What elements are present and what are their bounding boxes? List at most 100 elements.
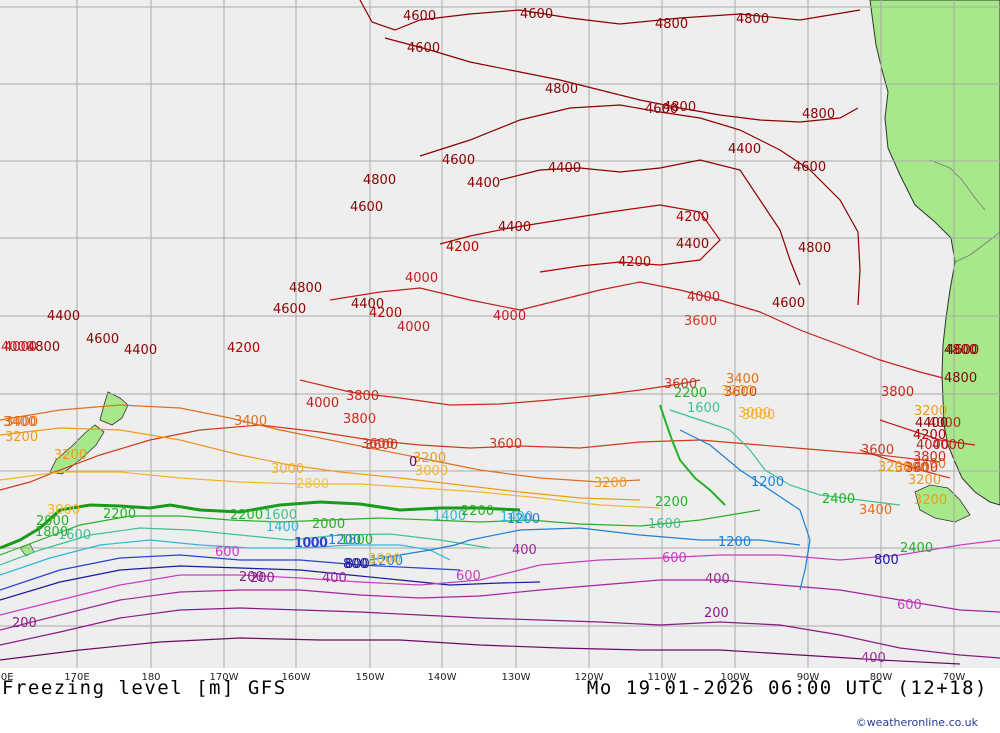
contour-value-label: 800 <box>343 557 368 572</box>
contour-value-label: 3200 <box>878 460 911 475</box>
contour-value-label: 4600 <box>350 200 383 215</box>
contour-value-label: 2000 <box>312 517 345 532</box>
south-america-land <box>869 0 1000 506</box>
contour-value-label: 2200 <box>103 507 136 522</box>
longitude-label: 110W <box>647 672 677 683</box>
contour-value-label: 1200 <box>751 475 784 490</box>
contour-value-label: 1200 <box>718 535 751 550</box>
contour-value-label: 4200 <box>618 255 651 270</box>
contour-value-label: 4600 <box>403 9 436 24</box>
contour-value-label: 4600 <box>793 160 826 175</box>
contour-4800 <box>384 37 859 123</box>
contour-value-label: 2400 <box>900 541 933 556</box>
contour-3000 <box>0 471 661 509</box>
contour-east-1600 <box>669 409 901 506</box>
contour-3600 <box>0 424 941 491</box>
forecast-datetime: Mo 19-01-2026 06:00 UTC (12+18) <box>586 677 988 699</box>
contour-value-label: 4000 <box>916 438 949 453</box>
contour-1000 <box>0 554 461 591</box>
contour-value-label: 1600 <box>58 528 91 543</box>
contour-chile-3600 <box>859 449 951 479</box>
contour-value-label: 3200 <box>5 430 38 445</box>
contour-value-label: 4000 <box>306 396 339 411</box>
contour-value-label: 2200 <box>655 495 688 510</box>
contour-value-label: 600 <box>662 551 687 566</box>
longitude-label: 130W <box>501 672 531 683</box>
longitude-label: 100W <box>720 672 750 683</box>
contour-east-2200 <box>659 404 726 506</box>
contour-0 <box>0 637 961 665</box>
contour-value-label: 400 <box>861 651 886 666</box>
contour-value-label: 3400 <box>895 461 928 476</box>
contour-4400 <box>499 159 801 286</box>
longitude-label: 80E <box>0 672 14 683</box>
contour-1400 <box>0 539 451 576</box>
contour-value-label: 4400 <box>467 176 500 191</box>
contour-value-label: 4600 <box>645 102 678 117</box>
contour-value-label: 2200 <box>461 504 494 519</box>
contour-value-label: 4600 <box>86 332 119 347</box>
contour-value-label: 4800 <box>944 371 977 386</box>
contour-value-label: 4400 <box>351 297 384 312</box>
contour-value-label: 4800 <box>798 241 831 256</box>
contour-value-label: 4600 <box>520 7 553 22</box>
contour-value-label: 4600 <box>442 153 475 168</box>
contour-value-label: 4800 <box>363 173 396 188</box>
contour-3400 <box>0 404 641 483</box>
ocean-background <box>0 0 1000 668</box>
contour-value-label: 800 <box>874 553 899 568</box>
contour-value-label: 4200 <box>913 428 946 443</box>
contour-value-label: 3000 <box>415 464 448 479</box>
contour-value-label: 3400 <box>5 415 38 430</box>
contour-value-label: 1000 <box>294 536 327 551</box>
contour-value-label: 3200 <box>594 476 627 491</box>
contour-value-label: 4000 <box>1 340 34 355</box>
contour-value-label: 600 <box>456 569 481 584</box>
contour-value-label: 2800 <box>296 477 329 492</box>
south-america-landmass <box>869 0 1000 523</box>
contour-value-label: 200 <box>704 606 729 621</box>
contour-value-label: 200 <box>239 570 264 585</box>
contour-value-label: 4800 <box>545 82 578 97</box>
contour-value-label: 3200 <box>914 404 947 419</box>
contour-value-label: 600 <box>897 598 922 613</box>
contour-value-label: 4800 <box>655 17 688 32</box>
contour-value-label: 200 <box>12 616 37 631</box>
longitude-label: 80W <box>869 672 893 683</box>
contour-value-label: 4000 <box>4 340 37 355</box>
contour-1200 <box>369 527 801 561</box>
contour-value-label: 800 <box>345 557 370 572</box>
contour-value-label: 4400 <box>498 220 531 235</box>
contour-value-label: 4600 <box>273 302 306 317</box>
contour-value-label: 3400 <box>859 503 892 518</box>
longitude-label: 120W <box>574 672 604 683</box>
contour-value-label: 4200 <box>369 306 402 321</box>
contour-value-label: 3200 <box>721 384 754 399</box>
contour-value-label: 3800 <box>881 385 914 400</box>
contour-value-label: 4800 <box>802 107 835 122</box>
contour-value-label: 4800 <box>663 100 696 115</box>
contour-value-label: 4000 <box>932 438 965 453</box>
contour-value-label: 4200 <box>227 341 260 356</box>
contour-200 <box>0 607 1000 659</box>
contour-value-label: 3200 <box>908 473 941 488</box>
contour-value-label: 1800 <box>340 533 373 548</box>
contour-value-label: 3600 <box>361 437 394 452</box>
contour-value-label: 4400 <box>728 142 761 157</box>
contour-4600 <box>419 104 861 306</box>
source-credit-link[interactable]: ©weatheronline.co.uk <box>855 716 978 729</box>
contour-value-label: 1000 <box>295 536 328 551</box>
contour-value-label: 4200 <box>446 240 479 255</box>
andes-border-line <box>929 159 986 211</box>
contour-3200 <box>0 427 641 501</box>
contour-value-label: 2400 <box>822 492 855 507</box>
contour-value-label: 4400 <box>548 161 581 176</box>
graticule <box>0 0 1000 668</box>
contour-value-label: 1400 <box>433 509 466 524</box>
contour-value-label: 3000 <box>368 552 401 567</box>
contour-value-label: 4800 <box>736 12 769 27</box>
contour-east-1200 <box>679 429 811 591</box>
contour-value-label: 3000 <box>742 408 775 423</box>
contour-value-label: 4000 <box>493 309 526 324</box>
